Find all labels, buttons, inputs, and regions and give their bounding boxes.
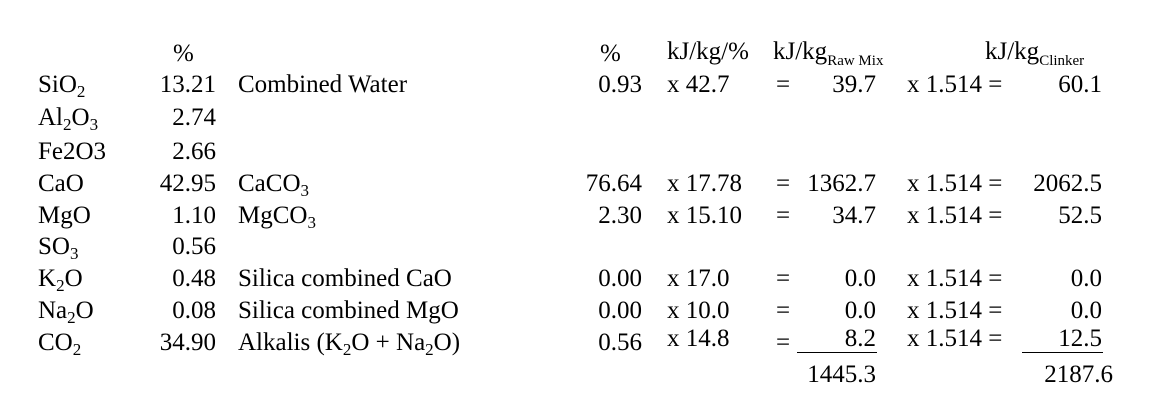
oxide-label: Fe2O3	[38, 138, 107, 165]
component-mult: x 1.514 =	[907, 297, 1003, 324]
component-name: Silica combined CaO	[238, 265, 452, 292]
component-clinker: 0.0	[1070, 297, 1102, 324]
component-mult: x 1.514 =	[907, 265, 1003, 292]
component-pct: 0.56	[598, 329, 642, 356]
oxide-value: 34.90	[159, 329, 216, 356]
oxide-value: 2.66	[172, 138, 216, 165]
oxide-value: 2.74	[172, 104, 216, 131]
component-equals: =	[776, 71, 791, 98]
header-pct-left: %	[173, 40, 194, 67]
component-factor: x 17.78	[667, 170, 742, 197]
header-kj-clinker-base: kJ/kg	[985, 38, 1040, 65]
component-mult: x 1.514 =	[907, 325, 1003, 352]
component-mult: x 1.514 =	[907, 71, 1003, 98]
component-clinker: 60.1	[1058, 71, 1102, 98]
component-pct: 0.93	[598, 71, 642, 98]
oxide-label: CaO	[38, 170, 84, 197]
component-name: Silica combined MgO	[238, 297, 459, 324]
component-clinker: 52.5	[1058, 202, 1102, 229]
component-name: CaCO3	[238, 170, 309, 200]
oxide-value: 0.08	[172, 297, 216, 324]
header-kj-clinker-sub: Clinker	[1039, 53, 1085, 69]
header-kj-clinker: kJ/kgClinker	[985, 38, 1084, 69]
component-clinker: 2062.5	[1033, 170, 1102, 197]
header-kj-per-pct: kJ/kg/%	[667, 38, 749, 65]
header-kj-raw-base: kJ/kg	[773, 38, 828, 65]
component-factor: x 42.7	[667, 71, 730, 98]
oxide-label: MgO	[38, 202, 91, 229]
component-pct: 76.64	[585, 170, 642, 197]
component-raw: 0.0	[844, 297, 876, 324]
component-factor: x 15.10	[667, 202, 742, 229]
component-factor: x 14.8	[667, 325, 730, 352]
component-equals: =	[776, 265, 791, 292]
oxide-label: Na2O	[38, 297, 94, 327]
oxide-label: Al2O3	[38, 104, 99, 134]
raw-total: 1445.3	[807, 361, 876, 388]
component-clinker: 12.5	[1058, 325, 1102, 352]
oxide-label: CO2	[38, 329, 82, 359]
component-equals: =	[776, 202, 791, 229]
oxide-label: K2O	[38, 265, 83, 295]
component-equals: =	[776, 297, 791, 324]
clinker-sum-rule	[1022, 352, 1103, 353]
header-kj-raw-sub: Raw Mix	[827, 53, 884, 69]
component-equals: =	[776, 329, 791, 356]
header-pct-right: %	[600, 40, 621, 67]
oxide-value: 42.95	[159, 170, 216, 197]
component-raw: 39.7	[832, 71, 876, 98]
component-clinker: 0.0	[1070, 265, 1102, 292]
raw-sum-rule	[797, 352, 877, 353]
oxide-label: SiO2	[38, 71, 86, 101]
oxide-value: 13.21	[159, 71, 216, 98]
component-pct: 0.00	[598, 265, 642, 292]
component-equals: =	[776, 170, 791, 197]
component-raw: 1362.7	[807, 170, 876, 197]
component-raw: 0.0	[844, 265, 876, 292]
component-factor: x 10.0	[667, 297, 730, 324]
component-factor: x 17.0	[667, 265, 730, 292]
component-mult: x 1.514 =	[907, 202, 1003, 229]
component-pct: 2.30	[598, 202, 642, 229]
component-pct: 0.00	[598, 297, 642, 324]
component-name: Combined Water	[238, 71, 408, 98]
oxide-value: 1.10	[172, 202, 216, 229]
component-name: MgCO3	[238, 202, 316, 232]
clinker-total: 2187.6	[1044, 361, 1113, 388]
component-mult: x 1.514 =	[907, 170, 1003, 197]
component-name: Alkalis (K2O + Na2O)	[238, 329, 461, 359]
component-raw: 8.2	[844, 325, 876, 352]
oxide-value: 0.48	[172, 265, 216, 292]
oxide-value: 0.56	[172, 233, 216, 260]
oxide-label: SO3	[38, 233, 79, 263]
component-raw: 34.7	[832, 202, 876, 229]
header-kj-raw-mix: kJ/kgRaw Mix	[773, 38, 883, 69]
